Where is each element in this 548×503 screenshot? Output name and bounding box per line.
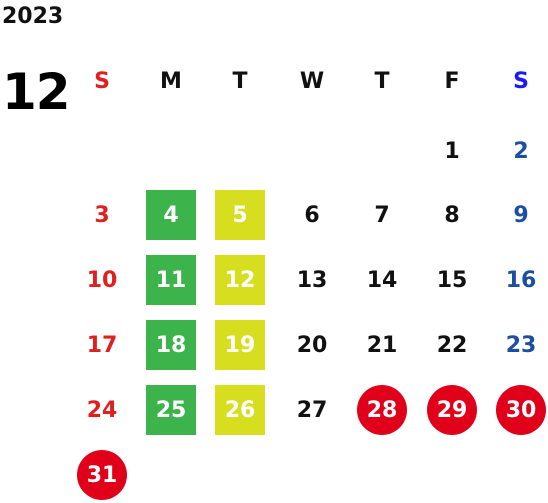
day-cell-26[interactable]: 26 [215,385,265,435]
day-cell-28[interactable]: 28 [357,385,407,435]
day-cell-1[interactable]: 1 [444,138,460,164]
day-cell-10[interactable]: 10 [86,267,118,293]
day-cell-30[interactable]: 30 [496,385,546,435]
day-cell-6[interactable]: 6 [304,202,320,228]
day-cell-27[interactable]: 27 [296,397,328,423]
day-cell-20[interactable]: 20 [296,332,328,358]
month-number: 12 [2,63,71,121]
weekday-header-5: F [444,68,460,94]
day-cell-8[interactable]: 8 [444,202,460,228]
year-label: 2023 [2,4,64,29]
day-cell-13[interactable]: 13 [296,267,328,293]
weekday-header-0: S [94,68,110,94]
day-cell-18[interactable]: 18 [146,320,196,370]
day-cell-22[interactable]: 22 [436,332,468,358]
weekday-header-6: S [513,68,529,94]
day-cell-24[interactable]: 24 [86,397,118,423]
day-cell-16[interactable]: 16 [505,267,537,293]
day-cell-9[interactable]: 9 [513,202,529,228]
day-cell-11[interactable]: 11 [146,255,196,305]
day-cell-19[interactable]: 19 [215,320,265,370]
day-cell-21[interactable]: 21 [366,332,398,358]
weekday-header-4: T [374,68,390,94]
weekday-header-2: T [232,68,248,94]
day-cell-3[interactable]: 3 [94,202,110,228]
day-cell-31[interactable]: 31 [77,450,127,500]
day-cell-23[interactable]: 23 [505,332,537,358]
day-cell-14[interactable]: 14 [366,267,398,293]
day-cell-7[interactable]: 7 [374,202,390,228]
day-cell-25[interactable]: 25 [146,385,196,435]
day-cell-29[interactable]: 29 [427,385,477,435]
day-cell-4[interactable]: 4 [146,190,196,240]
weekday-header-1: M [160,68,182,94]
day-cell-2[interactable]: 2 [513,138,529,164]
day-cell-12[interactable]: 12 [215,255,265,305]
day-cell-5[interactable]: 5 [215,190,265,240]
day-cell-15[interactable]: 15 [436,267,468,293]
weekday-header-3: W [299,68,325,94]
day-cell-17[interactable]: 17 [86,332,118,358]
